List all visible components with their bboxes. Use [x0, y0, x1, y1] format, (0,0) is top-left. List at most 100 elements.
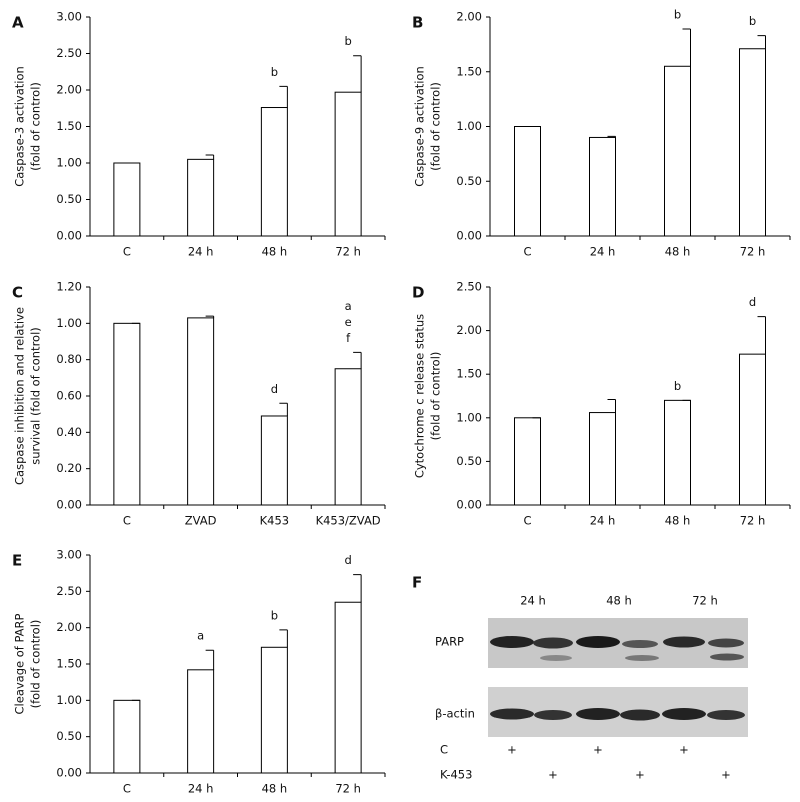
significance-label: b	[344, 34, 351, 48]
y-tick-label: 0.50	[56, 729, 82, 743]
significance-label: b	[271, 608, 278, 622]
y-tick-label: 2.00	[456, 323, 482, 337]
x-tick-label: ZVAD	[185, 514, 217, 528]
band	[663, 636, 705, 648]
error-bar	[205, 154, 215, 160]
band	[490, 708, 534, 720]
x-tick-label: 24 h	[188, 245, 214, 259]
y-tick-label: 0.50	[456, 174, 482, 188]
bar	[664, 65, 691, 237]
error-bar	[353, 55, 362, 93]
y-tick-label: 1.50	[56, 119, 82, 133]
error-bar	[607, 398, 616, 413]
bar	[260, 646, 288, 774]
x-tick-label: C	[123, 514, 131, 528]
bar	[334, 91, 362, 237]
y-tick-label: 0.20	[56, 461, 82, 475]
y-tick-label: 0.50	[56, 192, 82, 206]
band	[534, 710, 572, 720]
y-axis-label: Caspase-9 activation	[413, 66, 427, 187]
y-axis-label: (fold of control)	[429, 352, 443, 441]
band	[490, 636, 534, 648]
band	[622, 640, 658, 648]
significance-label: d	[271, 382, 278, 396]
y-tick-label: 2.00	[56, 83, 82, 97]
condition-label: C	[440, 743, 448, 757]
blot-images	[488, 618, 748, 737]
y-axis-label: (fold of control)	[429, 82, 443, 171]
condition-mark: +	[721, 768, 731, 782]
band	[533, 637, 573, 649]
y-tick-label: 0.80	[56, 352, 82, 366]
band	[708, 638, 744, 648]
y-tick-label: 1.00	[56, 156, 82, 170]
y-tick-label: 1.50	[456, 367, 482, 381]
x-tick-label: C	[523, 514, 531, 528]
bar	[514, 417, 541, 506]
x-tick-label: 24 h	[590, 514, 616, 528]
x-tick-label: 72 h	[740, 514, 766, 528]
error-bar	[353, 351, 362, 369]
row-label: PARP	[435, 635, 464, 649]
bar	[260, 107, 288, 237]
bar	[664, 399, 691, 506]
bar	[113, 162, 141, 237]
bar	[589, 136, 616, 237]
error-bar	[279, 402, 288, 416]
panel-label: C	[12, 284, 23, 302]
x-tick-label: 48 h	[262, 245, 288, 259]
x-tick-label: 72 h	[740, 245, 766, 259]
y-tick-label: 0.00	[456, 498, 482, 512]
error-bar	[607, 135, 616, 138]
band	[576, 708, 620, 720]
significance-label: b	[749, 14, 756, 28]
bar	[739, 353, 766, 506]
band	[710, 653, 744, 661]
y-tick-label: 0.00	[56, 229, 82, 243]
y-axis-label: Cytochrome c release status	[413, 314, 427, 478]
error-bar	[757, 35, 766, 49]
bar	[334, 601, 362, 774]
error-bar	[682, 28, 691, 67]
significance-label: b	[271, 65, 278, 79]
x-tick-label: 24 h	[188, 782, 214, 796]
x-tick-label: 72 h	[335, 245, 361, 259]
error-bar	[205, 315, 215, 318]
y-tick-label: 1.00	[56, 316, 82, 330]
bar	[334, 368, 362, 506]
y-tick-label: 1.50	[456, 64, 482, 78]
y-tick-label: 0.50	[456, 454, 482, 468]
y-axis-label: survival (fold of control)	[29, 327, 43, 465]
significance-label: d	[344, 553, 351, 567]
band	[662, 708, 706, 720]
x-tick-label: 48 h	[665, 245, 691, 259]
x-tick-label: C	[123, 245, 131, 259]
x-tick-label: 24 h	[590, 245, 616, 259]
y-tick-label: 0.00	[456, 229, 482, 243]
significance-label: a	[197, 629, 204, 643]
y-tick-label: 0.40	[56, 425, 82, 439]
bar	[113, 322, 141, 506]
panel-label: A	[12, 14, 24, 32]
error-bar	[279, 85, 288, 108]
lane-label: 72 h	[692, 594, 718, 608]
y-axis-label: (fold of control)	[29, 620, 43, 709]
x-tick-label: K453/ZVAD	[316, 514, 381, 528]
row-label: β-actin	[435, 707, 475, 721]
bar	[739, 48, 766, 237]
significance-label: a	[345, 299, 352, 313]
significance-label: b	[674, 8, 681, 22]
y-axis-label: (fold of control)	[29, 82, 43, 171]
bar	[260, 415, 288, 506]
y-tick-label: 2.50	[456, 280, 482, 294]
lane-label: 24 h	[520, 594, 546, 608]
error-bar	[205, 649, 215, 670]
band	[625, 655, 659, 661]
bar	[514, 126, 541, 237]
x-tick-label: 72 h	[335, 782, 361, 796]
y-tick-label: 0.00	[56, 498, 82, 512]
bar	[113, 699, 141, 774]
band	[540, 655, 572, 661]
y-tick-label: 2.50	[56, 584, 82, 598]
y-tick-label: 3.00	[56, 548, 82, 562]
